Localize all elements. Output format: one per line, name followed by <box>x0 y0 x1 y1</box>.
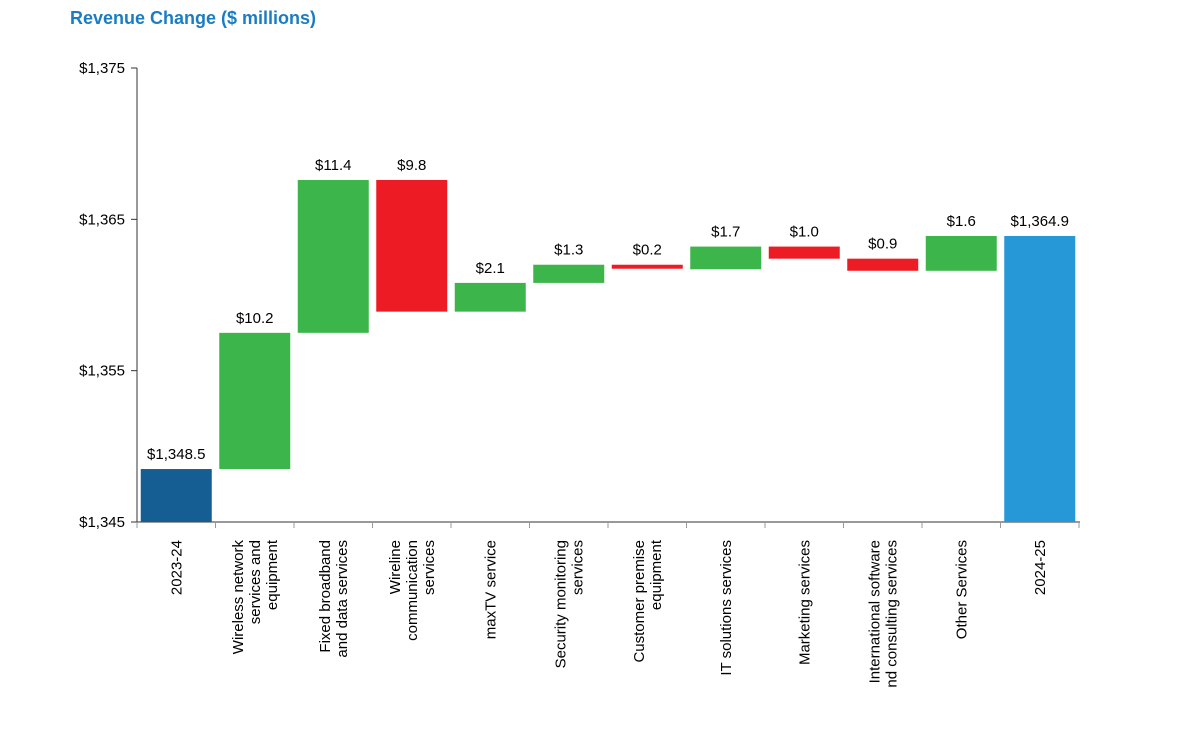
x-category-label: Customer premise <box>631 540 648 663</box>
x-category-label: services <box>569 540 586 595</box>
x-category-label: nd consulting services <box>883 540 900 688</box>
data-label: $10.2 <box>236 310 274 327</box>
data-label: $1.3 <box>554 242 583 259</box>
x-category-label: maxTV service <box>482 540 499 639</box>
data-label: $11.4 <box>315 157 351 174</box>
x-category-label: Other Services <box>953 540 970 639</box>
x-category-label: 2024-25 <box>1032 540 1049 595</box>
bar <box>925 235 997 271</box>
bar <box>690 246 762 270</box>
bar <box>768 246 840 259</box>
bar <box>219 332 291 470</box>
x-category-label: Wireless network <box>230 540 247 655</box>
data-label: $1.6 <box>947 213 976 230</box>
bar <box>376 179 448 312</box>
x-category-label: IT solutions services <box>718 540 735 676</box>
x-category-label: communication <box>404 540 421 641</box>
data-label: $1,348.5 <box>147 446 205 463</box>
data-label: $9.8 <box>397 157 426 174</box>
chart-title: Revenue Change ($ millions) <box>70 8 317 28</box>
x-category-label: Wireline <box>387 540 404 594</box>
y-tick-label: $1,355 <box>79 363 125 380</box>
x-category-label: International software <box>866 540 883 683</box>
y-tick-label: $1,345 <box>79 514 125 531</box>
data-label: $0.9 <box>868 236 897 253</box>
bar <box>533 264 605 283</box>
x-category-label: 2023-24 <box>168 540 185 595</box>
bar <box>454 282 526 312</box>
y-tick-label: $1,365 <box>79 211 125 228</box>
bar <box>847 258 919 271</box>
x-category-label: Fixed broadband <box>317 540 334 653</box>
data-label: $0.2 <box>633 242 662 259</box>
data-label: $1.7 <box>711 224 740 241</box>
x-category-label: and data services <box>334 540 351 658</box>
x-category-label: Marketing services <box>796 540 813 665</box>
bar <box>611 264 683 269</box>
data-label: $1,364.9 <box>1011 213 1069 230</box>
x-category-label: services and <box>247 540 264 624</box>
y-tick-label: $1,375 <box>79 60 125 77</box>
data-label: $1.0 <box>790 224 819 241</box>
x-category-label: equipment <box>648 539 665 610</box>
x-category-label: services <box>421 540 438 595</box>
bar <box>140 469 212 522</box>
data-label: $2.1 <box>476 260 505 277</box>
bar <box>1004 235 1076 523</box>
x-category-label: Security monitoring <box>552 540 569 668</box>
bar <box>297 179 369 333</box>
x-category-label: equipment <box>264 539 281 610</box>
